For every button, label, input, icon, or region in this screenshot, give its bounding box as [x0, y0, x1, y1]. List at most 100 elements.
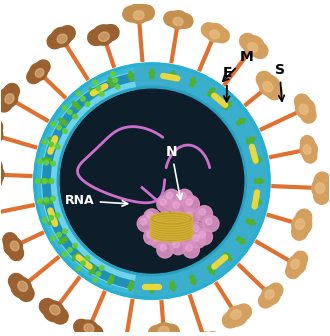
- Circle shape: [183, 196, 199, 212]
- Ellipse shape: [0, 173, 2, 190]
- FancyArrow shape: [42, 199, 52, 205]
- Circle shape: [192, 225, 199, 232]
- Ellipse shape: [265, 290, 274, 299]
- Ellipse shape: [168, 11, 188, 29]
- Circle shape: [67, 248, 72, 252]
- Circle shape: [173, 241, 180, 248]
- Ellipse shape: [299, 104, 308, 114]
- Circle shape: [153, 235, 160, 241]
- Circle shape: [55, 213, 60, 218]
- Circle shape: [163, 228, 180, 245]
- Ellipse shape: [296, 98, 315, 119]
- Circle shape: [192, 235, 199, 241]
- Ellipse shape: [210, 30, 219, 39]
- Ellipse shape: [301, 136, 314, 151]
- Circle shape: [49, 179, 54, 183]
- Circle shape: [160, 245, 166, 251]
- FancyArrow shape: [246, 137, 256, 144]
- Ellipse shape: [128, 3, 149, 23]
- Circle shape: [49, 142, 53, 147]
- Ellipse shape: [295, 219, 305, 229]
- FancyArrow shape: [108, 77, 115, 87]
- Ellipse shape: [17, 285, 34, 301]
- Ellipse shape: [195, 332, 216, 336]
- Ellipse shape: [11, 277, 32, 298]
- Circle shape: [177, 189, 193, 206]
- Ellipse shape: [35, 69, 44, 77]
- Circle shape: [51, 161, 55, 166]
- FancyArrow shape: [170, 71, 176, 81]
- Ellipse shape: [292, 223, 308, 240]
- Ellipse shape: [133, 11, 144, 20]
- Ellipse shape: [261, 286, 280, 305]
- Ellipse shape: [51, 28, 71, 47]
- Ellipse shape: [296, 209, 312, 226]
- Circle shape: [163, 189, 180, 206]
- Ellipse shape: [240, 34, 256, 50]
- Ellipse shape: [303, 145, 311, 154]
- Ellipse shape: [50, 305, 60, 315]
- FancyArrow shape: [236, 237, 246, 244]
- Circle shape: [206, 218, 212, 225]
- Ellipse shape: [300, 140, 317, 159]
- Ellipse shape: [40, 299, 56, 315]
- Ellipse shape: [162, 324, 179, 336]
- Text: M: M: [223, 50, 254, 81]
- Ellipse shape: [214, 28, 229, 43]
- Ellipse shape: [153, 323, 174, 336]
- FancyArrow shape: [58, 119, 68, 126]
- Ellipse shape: [9, 245, 23, 261]
- Ellipse shape: [57, 34, 67, 43]
- Ellipse shape: [148, 325, 165, 336]
- Circle shape: [186, 245, 192, 251]
- Circle shape: [92, 278, 97, 282]
- Ellipse shape: [201, 23, 217, 38]
- Circle shape: [73, 114, 77, 119]
- Circle shape: [203, 215, 219, 232]
- Circle shape: [170, 215, 186, 232]
- FancyArrow shape: [48, 137, 58, 144]
- Circle shape: [57, 125, 61, 130]
- Ellipse shape: [74, 319, 90, 335]
- Ellipse shape: [86, 325, 103, 336]
- Circle shape: [42, 218, 47, 222]
- Circle shape: [189, 232, 206, 248]
- Circle shape: [57, 233, 61, 237]
- Circle shape: [157, 242, 173, 258]
- FancyArrow shape: [148, 284, 155, 293]
- Ellipse shape: [294, 94, 310, 111]
- Ellipse shape: [204, 332, 221, 336]
- Wedge shape: [43, 74, 134, 289]
- Circle shape: [34, 63, 270, 299]
- Circle shape: [170, 238, 186, 255]
- Circle shape: [189, 222, 206, 238]
- Ellipse shape: [226, 306, 248, 326]
- Ellipse shape: [287, 255, 306, 275]
- Circle shape: [166, 232, 173, 238]
- Circle shape: [183, 209, 199, 225]
- Ellipse shape: [43, 301, 64, 322]
- FancyArrow shape: [189, 77, 196, 87]
- Circle shape: [166, 192, 173, 199]
- Circle shape: [140, 218, 147, 225]
- Ellipse shape: [177, 13, 193, 28]
- Circle shape: [99, 266, 104, 270]
- Text: E: E: [222, 66, 232, 102]
- FancyArrow shape: [252, 157, 262, 163]
- Circle shape: [42, 179, 47, 183]
- Circle shape: [62, 252, 67, 257]
- Ellipse shape: [259, 75, 280, 96]
- Ellipse shape: [263, 82, 273, 92]
- Circle shape: [67, 110, 72, 115]
- Circle shape: [73, 243, 77, 248]
- Ellipse shape: [59, 26, 75, 41]
- Ellipse shape: [291, 259, 300, 269]
- Circle shape: [81, 97, 85, 101]
- Ellipse shape: [4, 84, 19, 100]
- Circle shape: [111, 72, 115, 76]
- FancyArrow shape: [148, 69, 155, 79]
- Ellipse shape: [36, 60, 50, 75]
- Ellipse shape: [173, 17, 183, 26]
- Circle shape: [44, 160, 49, 165]
- Ellipse shape: [84, 324, 94, 333]
